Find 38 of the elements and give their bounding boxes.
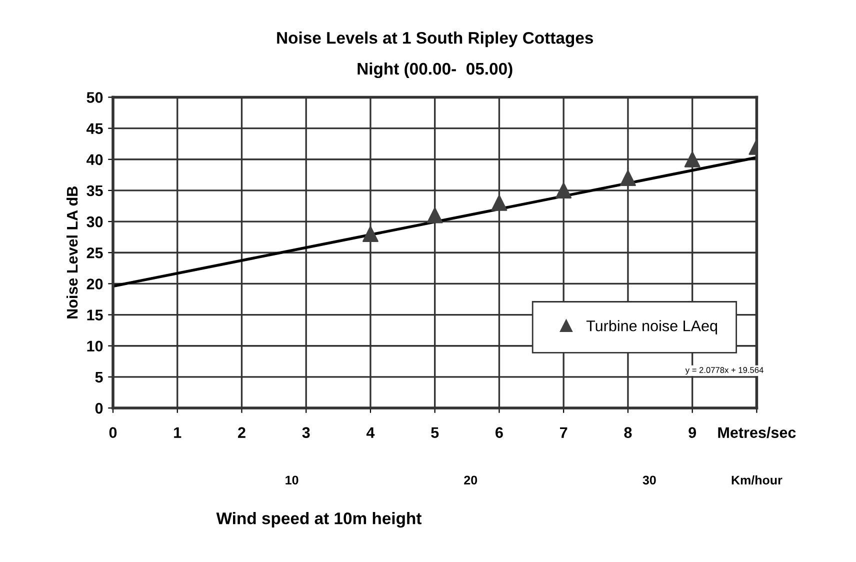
chart-title: Noise Levels at 1 South Ripley Cottages (277, 32, 594, 48)
point (620, 170, 636, 186)
y-axis-title: Noise Level LA dB (66, 186, 78, 318)
point (684, 151, 700, 168)
x-tick-label: 3 (302, 427, 310, 438)
y-tick-label: 50 (86, 92, 103, 103)
x-tick-label: 2 (238, 427, 246, 438)
chart-subtitle: Night (00.00- 05.00) (358, 62, 512, 78)
y-tick-label: 35 (86, 185, 103, 196)
x-tick-label: 6 (496, 427, 503, 438)
x2-tick-label: 20 (464, 476, 478, 485)
y-tick-label: 15 (87, 310, 103, 320)
legend-label: Turbine noise LAeq (586, 320, 718, 334)
annotation: y = 2.0778x + 19.564 (685, 367, 764, 375)
y-tick-label: 40 (86, 154, 103, 166)
x-tick-label: 9 (688, 427, 696, 438)
x2-tick-label: Km/hour (732, 475, 782, 485)
x-tick-label: 1 (174, 427, 182, 438)
y-tick-label: 0 (95, 402, 103, 414)
x-tick-label: Metres/sec (718, 426, 796, 438)
x-tick-label: 5 (431, 427, 439, 438)
y-tick-label: 30 (86, 216, 103, 228)
x-axis-title: Wind speed at 10m height (216, 512, 422, 528)
point (491, 194, 508, 211)
x-tick-label: 7 (560, 427, 568, 438)
point (362, 226, 378, 242)
x-tick-label: 8 (624, 427, 632, 438)
x-tick-label: 4 (366, 427, 375, 438)
y-tick-label: 20 (86, 278, 103, 290)
y-tick-label: 5 (95, 372, 103, 383)
point (426, 207, 443, 224)
x2-tick-label: 30 (642, 476, 656, 485)
y-tick-label: 10 (87, 340, 103, 352)
x-tick-label: 0 (109, 427, 117, 438)
y-tick-label: 25 (86, 247, 103, 258)
point (556, 182, 572, 198)
x2-tick-label: 10 (286, 476, 298, 485)
y-tick-label: 45 (86, 123, 103, 134)
